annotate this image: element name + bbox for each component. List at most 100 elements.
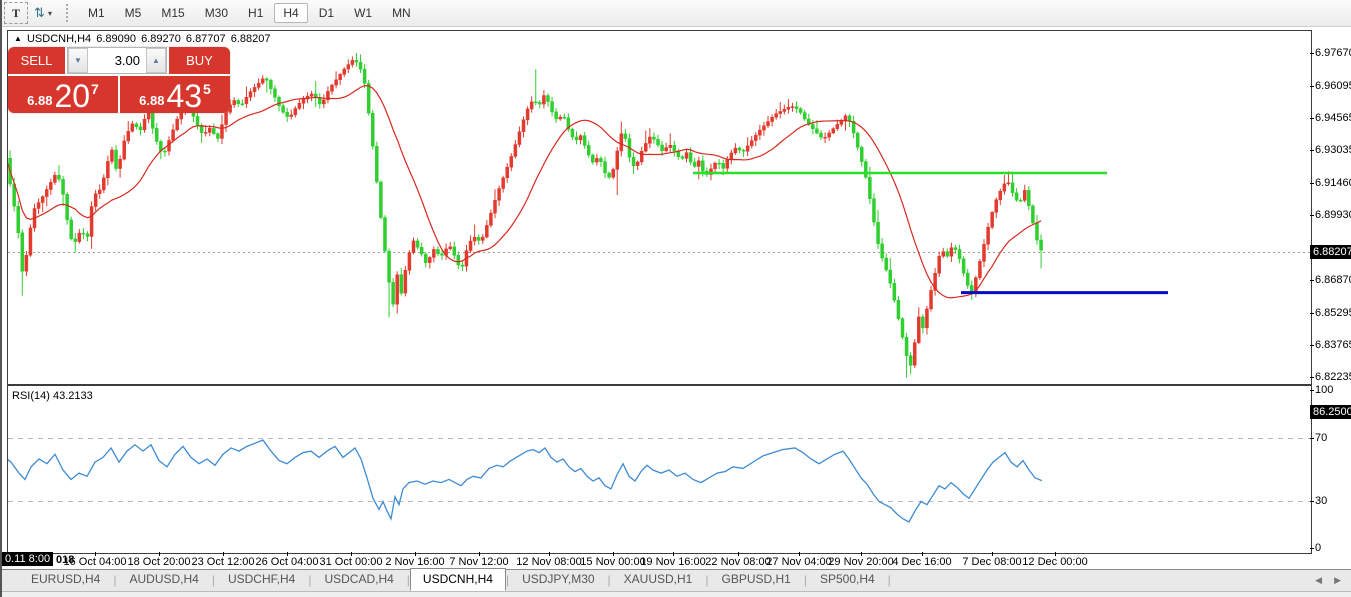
time-tick-mark (992, 552, 993, 556)
sell-price-display[interactable]: 6.88 20 7 (8, 76, 118, 113)
timeframe-h4[interactable]: H4 (274, 3, 308, 23)
time-axis-label: 19 Nov 16:00 (640, 556, 706, 568)
timeframe-m1[interactable]: M1 (88, 6, 105, 20)
time-tick-mark (1055, 552, 1056, 556)
time-axis-label: 12 Nov 08:00 (516, 556, 582, 568)
price-tick-mark (1310, 312, 1314, 314)
tab-scroll-right-icon[interactable]: ▶ (1334, 575, 1341, 585)
time-axis-label: 12 Dec 00:00 (1022, 556, 1088, 568)
sell-price-big: 20 (54, 78, 91, 114)
time-cursor-badge: 0.11 8:00 (2, 552, 54, 566)
price-tick-mark (1310, 183, 1314, 185)
rsi-indicator-label: RSI(14) 43.2133 (12, 390, 93, 402)
sell-button[interactable]: SELL (8, 47, 65, 74)
buy-price-pip: 5 (203, 81, 211, 97)
price-axis-label: 6.97670 (1315, 47, 1351, 59)
chart-symbol-label: USDCNH,H4 (26, 33, 92, 45)
buy-button[interactable]: BUY (169, 47, 230, 74)
rsi-axis-label: 70 (1315, 431, 1328, 444)
rsi-value-badge: 86.2500 (1310, 404, 1351, 419)
time-axis-label: 31 Oct 00:00 (319, 556, 383, 568)
tab-audusd-h4[interactable]: AUDUSD,H4 (129, 572, 199, 586)
price-tick-mark (1310, 344, 1314, 346)
price-axis-label: 6.93035 (1315, 144, 1351, 157)
time-tick-mark (159, 552, 160, 556)
time-tick-mark (351, 552, 352, 556)
chart-tab-bar: EURUSD,H4 | AUDUSD,H4 | USDCHF,H4 | USDCAD,H4 |… (2, 568, 1351, 591)
tab-xauusd-h1[interactable]: XAUUSD,H1 (623, 572, 693, 586)
status-bar (2, 591, 1351, 597)
text-tool-button[interactable]: T (4, 2, 28, 24)
tab-separator: | (887, 573, 891, 587)
ohlc-low: 6.87707 (185, 33, 226, 45)
volume-increase-button[interactable]: ▲ (146, 48, 166, 73)
price-tick-mark (1310, 215, 1314, 217)
tab-usdjpy-m30[interactable]: USDJPY,M30 (522, 572, 595, 586)
timeframe-mn[interactable]: MN (392, 6, 411, 20)
tab-gbpusd-h1[interactable]: GBPUSD,H1 (721, 572, 791, 586)
price-tick-mark (1310, 118, 1314, 120)
time-tick-mark (613, 552, 614, 556)
price-axis-label: 6.86870 (1315, 273, 1351, 286)
time-tick-mark (479, 552, 480, 556)
timeframe-group: M1 M5 M15 M30 H1 H4 D1 W1 MN (78, 3, 421, 23)
timeframe-d1[interactable]: D1 (318, 6, 335, 20)
time-tick-mark (549, 552, 550, 556)
timeframe-m30[interactable]: M30 (204, 6, 229, 20)
time-tick-mark (287, 552, 288, 556)
price-tick-mark (1310, 279, 1314, 281)
time-axis-label: 27 Nov 04:00 (766, 556, 832, 568)
volume-decrease-button[interactable]: ▼ (68, 48, 88, 73)
price-tick-mark (1310, 150, 1314, 152)
time-tick-mark (861, 552, 862, 556)
timeframe-w1[interactable]: W1 (354, 6, 373, 20)
buy-price-display[interactable]: 6.88 43 5 (120, 76, 230, 113)
tab-usdcnh-h4[interactable]: USDCNH,H4 (409, 568, 506, 591)
tab-sp500-h4[interactable]: SP500,H4 (819, 572, 875, 586)
rsi-indicator-pane[interactable] (7, 385, 1312, 554)
price-tick-mark (1310, 376, 1314, 378)
buy-price-base: 6.88 (139, 93, 165, 108)
tab-separator: | (406, 573, 410, 587)
rsi-axis-label: 0 (1315, 541, 1322, 554)
timeframe-h1[interactable]: H1 (248, 6, 264, 20)
time-axis-label: 15 Nov 00:00 (580, 556, 646, 568)
tab-usdchf-h4[interactable]: USDCHF,H4 (227, 572, 296, 586)
rsi-tick-mark (1310, 500, 1314, 502)
volume-spinner: ▼ 3.00 ▲ (67, 47, 167, 74)
time-axis-label: 26 Oct 04:00 (255, 556, 319, 568)
tab-scroll-left-icon[interactable]: ◀ (1315, 575, 1323, 585)
time-axis-label: 23 Oct 12:00 (191, 556, 255, 568)
time-axis-label: 16 Oct 04:00 (63, 556, 127, 568)
time-axis-label: 29 Nov 20:00 (828, 556, 894, 568)
rsi-tick-mark (1310, 547, 1314, 549)
rsi-axis-label: 100 (1315, 384, 1334, 397)
cursor-tool-button[interactable]: ⇅ ▾ (32, 3, 54, 23)
tab-separator: | (113, 573, 117, 587)
timeframe-m15[interactable]: M15 (161, 6, 185, 20)
tab-separator: | (211, 573, 215, 587)
price-tick-mark (1310, 53, 1314, 54)
current-price-badge: 6.88207 (1310, 244, 1351, 259)
arrows-icon: ⇅ (34, 5, 45, 20)
time-axis-label: 22 Nov 08:00 (705, 556, 771, 568)
time-axis-label: 18 Oct 20:00 (127, 556, 191, 568)
tab-scroll-controls: ◀ ▶ (1315, 575, 1341, 586)
tab-separator: | (308, 573, 312, 587)
price-axis-label: 6.91460 (1315, 177, 1351, 190)
price-axis-label: 6.89930 (1315, 209, 1351, 222)
tab-usdcad-h4[interactable]: USDCAD,H4 (324, 572, 394, 586)
time-axis-label: 2 Nov 16:00 (385, 556, 445, 568)
chevron-down-icon: ▾ (47, 8, 52, 18)
price-axis-label: 6.94565 (1315, 112, 1351, 125)
chart-ohlc-header: ▲ USDCNH,H4 6.89090 6.89270 6.87707 6.88… (14, 33, 272, 45)
ohlc-high: 6.89270 (141, 33, 181, 45)
timeframe-m5[interactable]: M5 (124, 6, 142, 20)
time-axis-label: 7 Nov 12:00 (449, 556, 509, 568)
sell-price-pip: 7 (91, 81, 99, 97)
ohlc-open: 6.89090 (96, 33, 136, 45)
tab-eurusd-h4[interactable]: EURUSD,H4 (31, 572, 101, 586)
volume-input[interactable]: 3.00 (114, 53, 140, 68)
tab-separator: | (705, 573, 709, 587)
